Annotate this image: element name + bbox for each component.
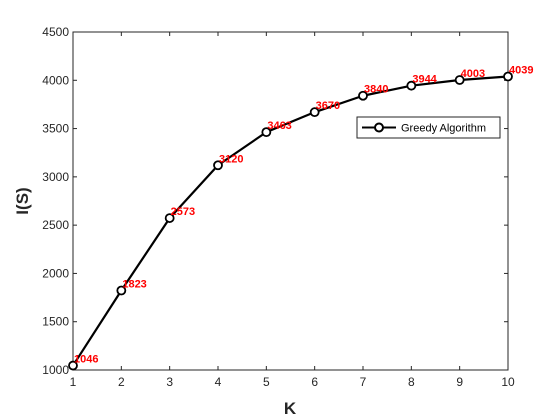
y-tick-label: 1000	[42, 363, 69, 377]
data-point-marker	[406, 80, 417, 91]
x-axis: 1 2 3 4 5 6 7 8 9 10	[70, 32, 515, 389]
x-tick-label: 1	[70, 375, 77, 389]
data-point-marker	[213, 160, 223, 171]
legend-marker-swatch	[374, 122, 384, 133]
data-point-marker	[309, 107, 320, 118]
x-tick-label: 9	[456, 375, 463, 389]
series-greedy-algorithm	[68, 71, 513, 371]
plot-area	[72, 31, 509, 371]
x-tick-label: 7	[360, 375, 367, 389]
legend-box	[356, 116, 501, 139]
data-point-marker	[454, 75, 465, 85]
x-tick-label: 3	[166, 375, 173, 389]
y-tick-label: 4000	[42, 73, 69, 87]
x-axis-label: K	[284, 399, 297, 418]
data-value-label: 2573	[171, 206, 195, 218]
x-tick-label: 8	[408, 375, 415, 389]
data-point-marker	[116, 285, 127, 296]
y-tick-label: 3500	[42, 122, 69, 136]
x-tick-label: 5	[263, 375, 270, 389]
data-value-label: 3670	[316, 100, 340, 112]
data-value-label: 3463	[267, 120, 291, 132]
y-tick-label: 2000	[42, 266, 69, 280]
y-axis-label: I(S)	[13, 187, 32, 214]
y-tick-label: 3000	[42, 170, 69, 184]
data-value-label: 4039	[509, 65, 533, 77]
data-point-marker	[68, 360, 78, 371]
data-value-label: 1046	[74, 354, 98, 366]
legend-entry-label: Greedy Algorithm	[401, 123, 486, 135]
data-point-marker	[503, 71, 513, 82]
data-value-label: 3944	[412, 74, 437, 86]
data-value-label: 1823	[122, 279, 146, 291]
data-value-label: 3840	[364, 84, 388, 96]
x-tick-label: 4	[215, 375, 222, 389]
data-point-marker	[358, 90, 368, 101]
data-value-label: 3120	[219, 153, 243, 165]
y-tick-label: 4500	[42, 25, 69, 39]
y-tick-label: 2500	[42, 218, 69, 232]
x-tick-label: 6	[311, 375, 318, 389]
data-point-marker	[261, 127, 272, 138]
y-axis: 1000 1500 2000 2500 3000 3500 4000 4500	[42, 25, 508, 377]
data-point-marker	[164, 213, 175, 223]
x-tick-label: 2	[118, 375, 125, 389]
data-value-label: 4003	[461, 68, 485, 80]
x-tick-label: 10	[501, 375, 515, 389]
data-labels: 1046 1823 2573 3120 3463 3670 3840 3944 4003 4039	[74, 65, 533, 366]
y-tick-label: 1500	[42, 315, 69, 329]
series-line	[72, 75, 509, 367]
legend: Greedy Algorithm	[356, 116, 501, 139]
